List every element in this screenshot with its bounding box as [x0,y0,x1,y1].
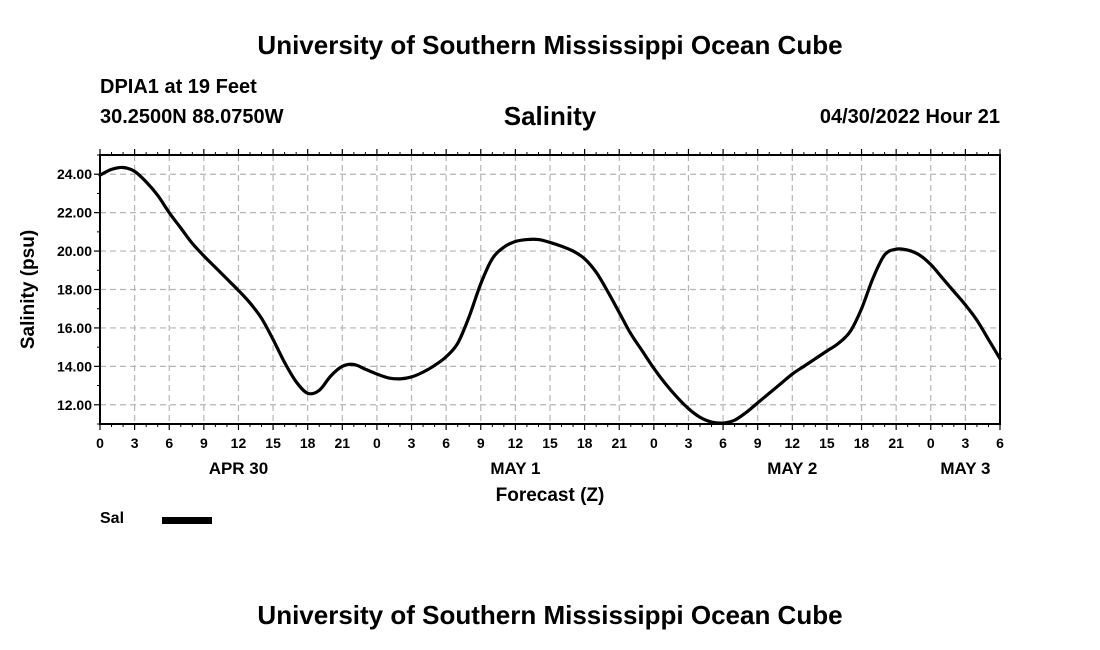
x-tick-label: 0 [927,435,935,451]
chart-title: Salinity [503,101,597,131]
day-label: APR 30 [209,459,269,478]
y-tick-label: 12.00 [57,397,92,413]
y-tick-label: 18.00 [57,282,92,298]
x-tick-label: 18 [577,435,593,451]
x-tick-label: 21 [335,435,351,451]
y-tick-label: 16.00 [57,320,92,336]
x-tick-label: 0 [650,435,658,451]
x-tick-label: 9 [200,435,208,451]
salinity-line [98,165,1002,425]
legend-label: Sal [100,510,125,527]
x-tick-label: 6 [165,435,173,451]
timestamp-label: 04/30/2022 Hour 21 [819,106,1000,128]
day-label: MAY 1 [490,459,540,478]
x-tick-label: 15 [265,435,281,451]
footer-title: University of Southern Mississippi Ocean… [257,600,843,630]
x-tick-label: 3 [685,435,693,451]
x-tick-label: 12 [508,435,524,451]
day-labels: APR 30 MAY 1 MAY 2 MAY 3 [209,459,991,478]
x-tick-label: 15 [819,435,835,451]
x-tick-label: 0 [373,435,381,451]
day-label: MAY 2 [767,459,817,478]
day-label: MAY 3 [940,459,990,478]
y-tick-label: 14.00 [57,358,92,374]
x-tick-label: 12 [231,435,247,451]
x-tick-label: 6 [996,435,1004,451]
coordinates-label: 30.2500N 88.0750W [100,106,284,128]
x-tick-label: 21 [888,435,904,451]
x-tick-label: 6 [719,435,727,451]
y-tick-label: 24.00 [57,166,92,182]
y-tick-label: 20.00 [57,243,92,259]
x-tick-label: 21 [611,435,627,451]
x-tick-label: 0 [96,435,104,451]
y-axis-ticks: 12.00 14.00 16.00 18.00 20.00 22.00 24.00 [57,166,100,413]
x-tick-label: 18 [300,435,316,451]
y-axis-title: Salinity (psu) [18,230,39,349]
x-axis-ticks: 0 3 6 9 12 15 18 21 0 3 6 9 12 15 18 21 0 3 6 9 12 15 18 21 0 3 6 [96,149,1004,451]
x-tick-label: 9 [477,435,485,451]
x-tick-label: 18 [854,435,870,451]
x-tick-label: 15 [542,435,558,451]
x-tick-label: 6 [442,435,450,451]
station-label: DPIA1 at 19 Feet [100,76,257,98]
x-tick-label: 3 [408,435,416,451]
x-tick-label: 3 [961,435,969,451]
y-tick-label: 22.00 [57,205,92,221]
x-tick-label: 12 [785,435,801,451]
grid-lines [100,155,1000,424]
x-axis-title: Forecast (Z) [496,485,605,506]
legend-swatch [162,517,212,524]
page-title: University of Southern Mississippi Ocean… [257,30,843,60]
x-tick-label: 3 [131,435,139,451]
x-tick-label: 9 [754,435,762,451]
